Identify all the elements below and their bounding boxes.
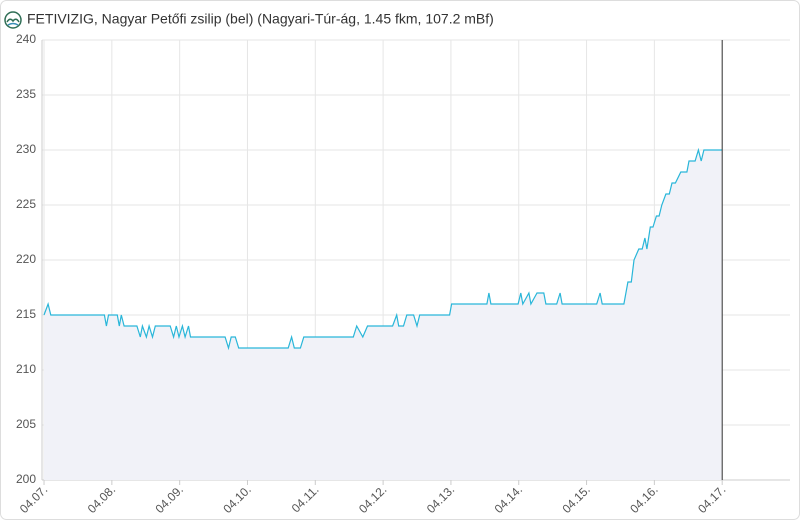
y-tick-label: 200 [16,472,36,486]
y-tick-label: 230 [16,142,36,156]
logo [4,11,22,29]
area [44,150,723,480]
chart-title: FETIVIZIG, Nagyar Petőfi zsilip (bel) (N… [27,11,494,27]
line [43,147,723,351]
y-tick-label: 235 [16,87,36,101]
y-tick-label: 225 [16,197,36,211]
y-tick-label: 205 [16,417,36,431]
y-tick-label: 215 [16,307,36,321]
y-tick-label: 220 [16,252,36,266]
y-tick-label: 210 [16,362,36,376]
y-tick-label: 240 [16,32,36,46]
